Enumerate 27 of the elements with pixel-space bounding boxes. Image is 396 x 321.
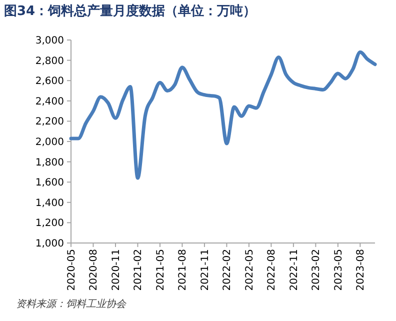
y-tick-label: 2,000 (35, 137, 64, 148)
x-tick-label: 2021-11 (200, 249, 211, 291)
y-tick-label: 2,200 (35, 116, 64, 128)
y-tick-label: 1,800 (35, 157, 64, 168)
y-tick-label: 1,000 (35, 238, 64, 250)
text: 资料来源：饲料工业协会 (16, 298, 127, 310)
y-tick-label: 1,600 (35, 178, 64, 189)
y-tick-label: 1,400 (35, 198, 64, 209)
x-tick-label: 2021-08 (178, 249, 189, 291)
x-tick-label: 2022-02 (222, 249, 234, 291)
y-tick-label: 3,000 (35, 36, 64, 46)
x-tick-label: 2020-05 (66, 249, 78, 291)
y-tick-label: 2,800 (35, 56, 64, 67)
x-tick-label: 2023-05 (333, 249, 344, 291)
x-tick-label: 2021-05 (155, 249, 166, 291)
x-tick-label: 2021-02 (133, 249, 144, 291)
title: 图34：饲料总产量月度数据（单位：万吨） (4, 4, 256, 19)
x-tick-label: 2020-11 (110, 249, 122, 291)
x-tick-label: 2023-08 (356, 249, 367, 291)
y-tick-label: 2,400 (35, 96, 64, 108)
x-tick-label: 2022-11 (288, 249, 300, 291)
x-tick-label: 2020-08 (88, 249, 100, 291)
y-tick-label: 2,600 (35, 76, 64, 88)
x-tick-label: 2022-08 (266, 249, 278, 291)
x-tick-label: 2023-02 (311, 249, 322, 291)
y-tick-label: 1,200 (35, 218, 64, 230)
x-tick-label: 2022-05 (244, 249, 256, 291)
